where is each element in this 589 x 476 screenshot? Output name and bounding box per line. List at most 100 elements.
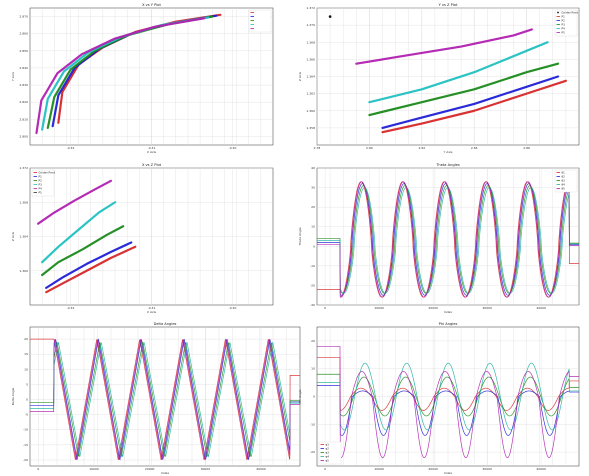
legend-label: P2 [39, 179, 43, 183]
series-line-4 [317, 181, 579, 298]
y-tick-label: 10 [311, 225, 315, 229]
y-tick-label: 2.810 [19, 117, 28, 121]
grid-lines [316, 7, 579, 145]
series-group [37, 179, 137, 294]
legend-box [248, 9, 272, 33]
x-tick-label: 30000 [482, 467, 492, 471]
x-tick-label: 30000 [201, 467, 211, 471]
series-line-1 [317, 385, 579, 436]
x-tick-label: 20000 [145, 467, 155, 471]
legend-label: θ5 [562, 187, 566, 191]
y-axis-label: Y Axis [11, 72, 15, 81]
y-tick-label: 20 [311, 339, 315, 343]
y-tick-label: 2.860 [19, 32, 28, 36]
legend-label: θ3 [562, 179, 566, 183]
chart-phi: Phi Angles 0 10000 20000 30000 40000 -20 -10 0 10… [298, 322, 580, 475]
legend-box [31, 169, 55, 197]
x-axis-label: X Axis [147, 310, 157, 314]
x-tick-label: 10000 [374, 467, 384, 471]
x-tick-label: -0.32 [67, 306, 75, 310]
legend-label: P4 [39, 187, 43, 191]
y-tick-label: -10 [23, 428, 28, 432]
series-line-0 [381, 79, 567, 134]
legend-label: φ4 [326, 455, 330, 459]
series-group [328, 15, 567, 134]
legend-label: P1 [562, 15, 566, 19]
y-tick-label: 0 [313, 395, 315, 399]
y-tick-label: 15 [24, 352, 28, 356]
series-line-4 [37, 179, 113, 225]
legend-label: P5 [39, 191, 43, 195]
y-tick-label: -30 [310, 303, 315, 307]
chart-title: X vs Y Plot [142, 3, 161, 7]
y-tick-label: 0 [26, 398, 28, 402]
y-axis-label: Phi Angle [298, 389, 302, 403]
chart-xy: X vs Y Plot -0.32 -0.31 -0.30 2.800 2.810 2.82… [11, 3, 274, 154]
legend-label: θ1 [562, 171, 566, 175]
y-axis-label: Z Axis [298, 71, 302, 81]
x-axis-label: Index [161, 471, 169, 475]
legend-label: Golden Point [562, 11, 578, 15]
y-tick-label: 2.820 [19, 100, 28, 104]
y-tick-label: 1.358 [306, 126, 315, 130]
golden-point [328, 15, 332, 18]
series-group [30, 338, 300, 461]
series-line-0 [30, 338, 300, 461]
y-tick-label: 2.840 [19, 66, 28, 70]
y-tick-label: 40 [311, 166, 315, 170]
x-tick-label: 2.82 [418, 146, 425, 150]
grid-lines [30, 167, 273, 305]
y-tick-label: 2.850 [19, 49, 28, 53]
y-tick-label: 2.830 [19, 83, 28, 87]
chart-title: Y vs Z Plot [439, 3, 458, 7]
series-line-4 [317, 346, 579, 459]
series-line-4 [30, 338, 300, 461]
series-line-4 [35, 17, 206, 135]
y-tick-label: 30 [311, 186, 315, 190]
y-tick-label: 20 [311, 205, 315, 209]
chart-xz: X vs Z Plot -0.32 -0.31 -0.30 1.360 1.364 1.36… [11, 163, 274, 314]
series-line-3 [368, 41, 549, 104]
series-line-4 [355, 28, 533, 65]
x-tick-label: 2.86 [523, 146, 530, 150]
y-tick-label: 1.360 [19, 269, 28, 273]
legend [248, 9, 272, 33]
legend-label: φ5 [326, 459, 330, 463]
legend-marker [557, 11, 559, 14]
series-line-0 [317, 181, 579, 298]
legend-label: P3 [562, 23, 566, 27]
y-tick-label: 1.366 [306, 57, 315, 61]
legend-label: φ2 [326, 447, 330, 451]
y-tick-label: 1.364 [306, 75, 315, 79]
x-tick-label: 30000 [482, 306, 492, 310]
x-tick-label: 40000 [536, 306, 546, 310]
y-tick-label: 20 [24, 337, 28, 341]
y-tick-label: -20 [23, 458, 28, 462]
x-tick-label: -0.30 [229, 146, 237, 150]
y-tick-label: 1.360 [306, 109, 315, 113]
y-tick-label: 1.362 [306, 92, 315, 96]
series-line-1 [45, 241, 133, 289]
legend-label: P3 [39, 183, 43, 187]
chart-yz: Y vs Z Plot 2.78 2.80 2.82 2.84 2.86 1.358 1.36… [298, 3, 580, 154]
chart-title: Phi Angles [439, 322, 458, 326]
legend-label: Golden Point [39, 171, 55, 175]
y-tick-label: -20 [310, 450, 315, 454]
x-tick-label: 2.80 [366, 146, 373, 150]
y-tick-label: 10 [311, 367, 315, 371]
x-tick-label: 0 [324, 306, 326, 310]
legend-label: P2 [562, 19, 566, 23]
series-line-3 [41, 201, 117, 264]
series-line-0 [45, 245, 137, 294]
series-line-2 [41, 225, 125, 277]
y-tick-label: -5 [25, 413, 28, 417]
y-tick-label: -15 [23, 443, 28, 447]
x-tick-label: -0.31 [148, 146, 156, 150]
x-tick-label: -0.32 [67, 146, 75, 150]
y-tick-label: 1.368 [306, 40, 315, 44]
y-tick-label: 1.368 [19, 200, 28, 204]
series-group [317, 181, 579, 298]
x-tick-label: 2.78 [314, 146, 321, 150]
chart-theta: Theta Angles 0 10000 20000 30000 40000 -30 -20 -… [298, 163, 580, 314]
x-tick-label: 0 [37, 467, 39, 471]
